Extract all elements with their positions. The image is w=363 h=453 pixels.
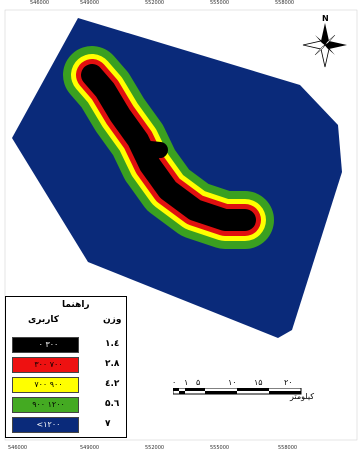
bottom-tick-1: 546000 [8,445,28,451]
scale-num-0: ۰ [172,378,177,387]
legend-range-2: ۳۰۰ ۷۰۰ [34,360,63,369]
legend-header-usage: کاربری [28,315,60,325]
legend-swatch-5: <۱۲۰۰ [12,417,79,433]
black-bulge [132,140,168,158]
top-tick-2: 549000 [80,0,100,6]
legend-range-5: <۱۲۰۰ [36,420,61,429]
legend-title: راهنما [62,300,90,310]
legend-weight-5: ۷ [105,419,111,429]
legend-swatch-2: ۳۰۰ ۷۰۰ [12,357,79,373]
map-border [4,9,358,441]
top-tick-3: 552000 [145,0,165,6]
scale-num-3: ۱۰ [228,378,237,387]
scale-num-2: ۵ [196,378,201,387]
buffer-zone-black [81,64,256,231]
scale-num-1: ۱ [184,378,189,387]
legend-range-1: ۰ ۳۰۰ [38,340,59,349]
legend-range-3: ۷۰۰ ۹۰۰ [34,380,63,389]
top-tick-1: 546000 [30,0,50,6]
scale-num-5: ۲۰ [284,378,293,387]
scale-unit: کیلومتر [290,392,315,401]
legend-weight-2: ۲.۸ [105,359,120,369]
legend-weight-4: ۵.٦ [105,399,120,409]
scale-bar: ۰ ۱ ۵ ۱۰ ۱۵ ۲۰ کیلومتر [170,378,350,408]
bottom-tick-3: 552000 [145,445,165,451]
legend-weight-1: ۱.٤ [105,339,120,349]
scale-num-4: ۱۵ [254,378,263,387]
bottom-tick-4: 555000 [210,445,230,451]
top-tick-4: 555000 [210,0,230,6]
north-label: N [322,14,329,23]
bottom-tick-5: 558000 [278,445,298,451]
legend-range-4: ۹۰۰ ۱۲۰۰ [32,400,65,409]
legend-header-weight: وزن [103,315,122,325]
legend-swatch-4: ۹۰۰ ۱۲۰۰ [12,397,79,413]
north-arrow-icon [302,23,347,68]
bottom-tick-2: 549000 [80,445,100,451]
legend-swatch-1: ۰ ۳۰۰ [12,337,79,353]
scale-bar-graphic [173,388,302,395]
top-tick-5: 558000 [275,0,295,6]
legend-swatch-3: ۷۰۰ ۹۰۰ [12,377,79,393]
legend-weight-3: ٤.۲ [105,379,120,389]
legend: راهنما کاربری وزن ۰ ۳۰۰ ۱.٤ ۳۰۰ ۷۰۰ ۲.۸ … [5,296,127,438]
